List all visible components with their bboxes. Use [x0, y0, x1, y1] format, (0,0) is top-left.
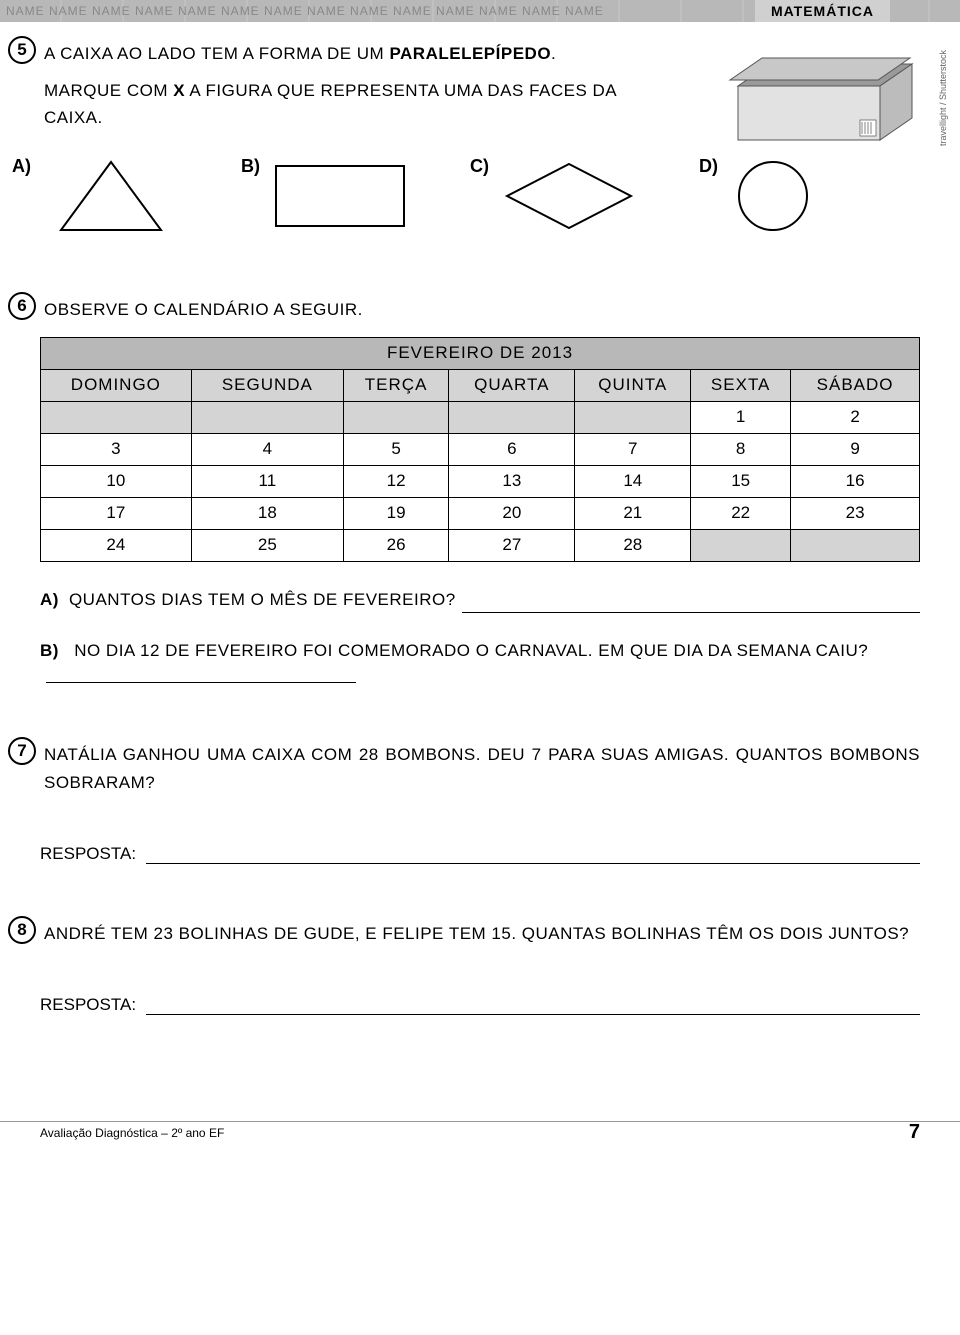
calendar-cell: 25	[191, 529, 343, 561]
calendar-cell: 23	[791, 497, 920, 529]
page-number: 7	[909, 1121, 920, 1144]
calendar-cell: 17	[41, 497, 192, 529]
calendar-cell: 7	[575, 433, 691, 465]
q7-text: NATÁLIA GANHOU UMA CAIXA COM 28 BOMBONS.…	[44, 741, 920, 795]
day-header: QUINTA	[575, 369, 691, 401]
question-7: 7 NATÁLIA GANHOU UMA CAIXA COM 28 BOMBON…	[40, 741, 920, 863]
q8-response: RESPOSTA:	[40, 995, 920, 1015]
question-number: 8	[8, 916, 36, 944]
calendar-cell: 10	[41, 465, 192, 497]
option-c-label: C)	[470, 156, 489, 177]
footer-text: Avaliação Diagnóstica – 2º ano EF	[40, 1126, 224, 1140]
option-c[interactable]: C)	[470, 156, 639, 236]
calendar-title: FEVEREIRO DE 2013	[41, 337, 920, 369]
calendar-cell: 15	[691, 465, 791, 497]
header-bar: NAME NAME NAME NAME NAME NAME NAME NAME …	[0, 0, 960, 22]
day-header: SÁBADO	[791, 369, 920, 401]
calendar-cell: 27	[449, 529, 575, 561]
question-5: 5 A CAIXA AO LADO TEM A FORMA DE UM PARA…	[40, 40, 920, 236]
calendar-cell	[449, 401, 575, 433]
calendar-cell: 18	[191, 497, 343, 529]
calendar-cell: 14	[575, 465, 691, 497]
day-header: TERÇA	[344, 369, 449, 401]
option-b-label: B)	[241, 156, 260, 177]
resposta-label: RESPOSTA:	[40, 844, 136, 864]
answer-blank[interactable]	[146, 846, 920, 864]
day-header: QUARTA	[449, 369, 575, 401]
calendar-cell: 4	[191, 433, 343, 465]
sub-a-text: QUANTOS DIAS TEM O MÊS DE FEVEREIRO?	[69, 586, 456, 613]
calendar-cell: 8	[691, 433, 791, 465]
answer-blank[interactable]	[46, 665, 356, 683]
q5-line1-pre: A CAIXA AO LADO TEM A FORMA DE UM	[44, 44, 389, 63]
calendar-cell	[344, 401, 449, 433]
calendar-cell: 26	[344, 529, 449, 561]
question-6: 6 OBSERVE O CALENDÁRIO A SEGUIR. FEVEREI…	[40, 296, 920, 692]
question-number: 5	[8, 36, 36, 64]
day-header: SEXTA	[691, 369, 791, 401]
q8-text: ANDRÉ TEM 23 BOLINHAS DE GUDE, E FELIPE …	[44, 920, 920, 947]
option-d-label: D)	[699, 156, 718, 177]
calendar-cell	[791, 529, 920, 561]
calendar-cell: 28	[575, 529, 691, 561]
q5-line1-bold: PARALELEPÍPEDO	[389, 44, 551, 63]
calendar-cell	[575, 401, 691, 433]
page-footer: Avaliação Diagnóstica – 2º ano EF 7	[0, 1121, 960, 1150]
rhombus-icon	[499, 156, 639, 236]
calendar-cell: 20	[449, 497, 575, 529]
option-b[interactable]: B)	[241, 156, 410, 236]
image-credit: travellight / Shutterstock	[938, 50, 948, 146]
calendar-cell: 9	[791, 433, 920, 465]
calendar-cell: 16	[791, 465, 920, 497]
q6-text: OBSERVE O CALENDÁRIO A SEGUIR.	[44, 296, 920, 323]
q7-response: RESPOSTA:	[40, 844, 920, 864]
calendar-table: FEVEREIRO DE 2013 DOMINGO SEGUNDA TERÇA …	[40, 337, 920, 562]
sub-a-label: A)	[40, 586, 59, 613]
subject-badge: MATEMÁTICA	[755, 0, 890, 22]
day-header: SEGUNDA	[191, 369, 343, 401]
q5-line1-post: .	[551, 44, 556, 63]
question-number: 7	[8, 737, 36, 765]
box-illustration	[720, 34, 930, 149]
calendar-cell: 19	[344, 497, 449, 529]
circle-icon	[728, 156, 818, 236]
calendar-cell: 5	[344, 433, 449, 465]
q5-options: A) B) C) D)	[12, 156, 920, 236]
calendar-cell: 21	[575, 497, 691, 529]
calendar-cell	[41, 401, 192, 433]
q6-sub-b: B) NO DIA 12 DE FEVEREIRO FOI COMEMORADO…	[40, 637, 920, 691]
calendar-cell: 11	[191, 465, 343, 497]
calendar-cell: 22	[691, 497, 791, 529]
header-watermark: NAME NAME NAME NAME NAME NAME NAME NAME …	[6, 4, 604, 18]
triangle-icon	[41, 156, 181, 236]
q5-line2-bold: X	[173, 81, 185, 100]
sub-b-text: NO DIA 12 DE FEVEREIRO FOI COMEMORADO O …	[74, 641, 868, 660]
rectangle-icon	[270, 156, 410, 236]
calendar-cell: 24	[41, 529, 192, 561]
q5-line2-pre: MARQUE COM	[44, 81, 173, 100]
option-a-label: A)	[12, 156, 31, 177]
option-d[interactable]: D)	[699, 156, 818, 236]
option-a[interactable]: A)	[12, 156, 181, 236]
calendar-cell: 12	[344, 465, 449, 497]
q6-sub-a: A) QUANTOS DIAS TEM O MÊS DE FEVEREIRO?	[40, 586, 920, 613]
resposta-label: RESPOSTA:	[40, 995, 136, 1015]
sub-b-label: B)	[40, 641, 59, 660]
question-number: 6	[8, 292, 36, 320]
calendar-cell	[191, 401, 343, 433]
calendar-cell: 2	[791, 401, 920, 433]
question-8: 8 ANDRÉ TEM 23 BOLINHAS DE GUDE, E FELIP…	[40, 920, 920, 1015]
day-header: DOMINGO	[41, 369, 192, 401]
answer-blank[interactable]	[146, 997, 920, 1015]
calendar-cell: 6	[449, 433, 575, 465]
calendar-cell	[691, 529, 791, 561]
answer-blank[interactable]	[462, 595, 920, 613]
calendar-cell: 1	[691, 401, 791, 433]
calendar-cell: 3	[41, 433, 192, 465]
calendar-cell: 13	[449, 465, 575, 497]
